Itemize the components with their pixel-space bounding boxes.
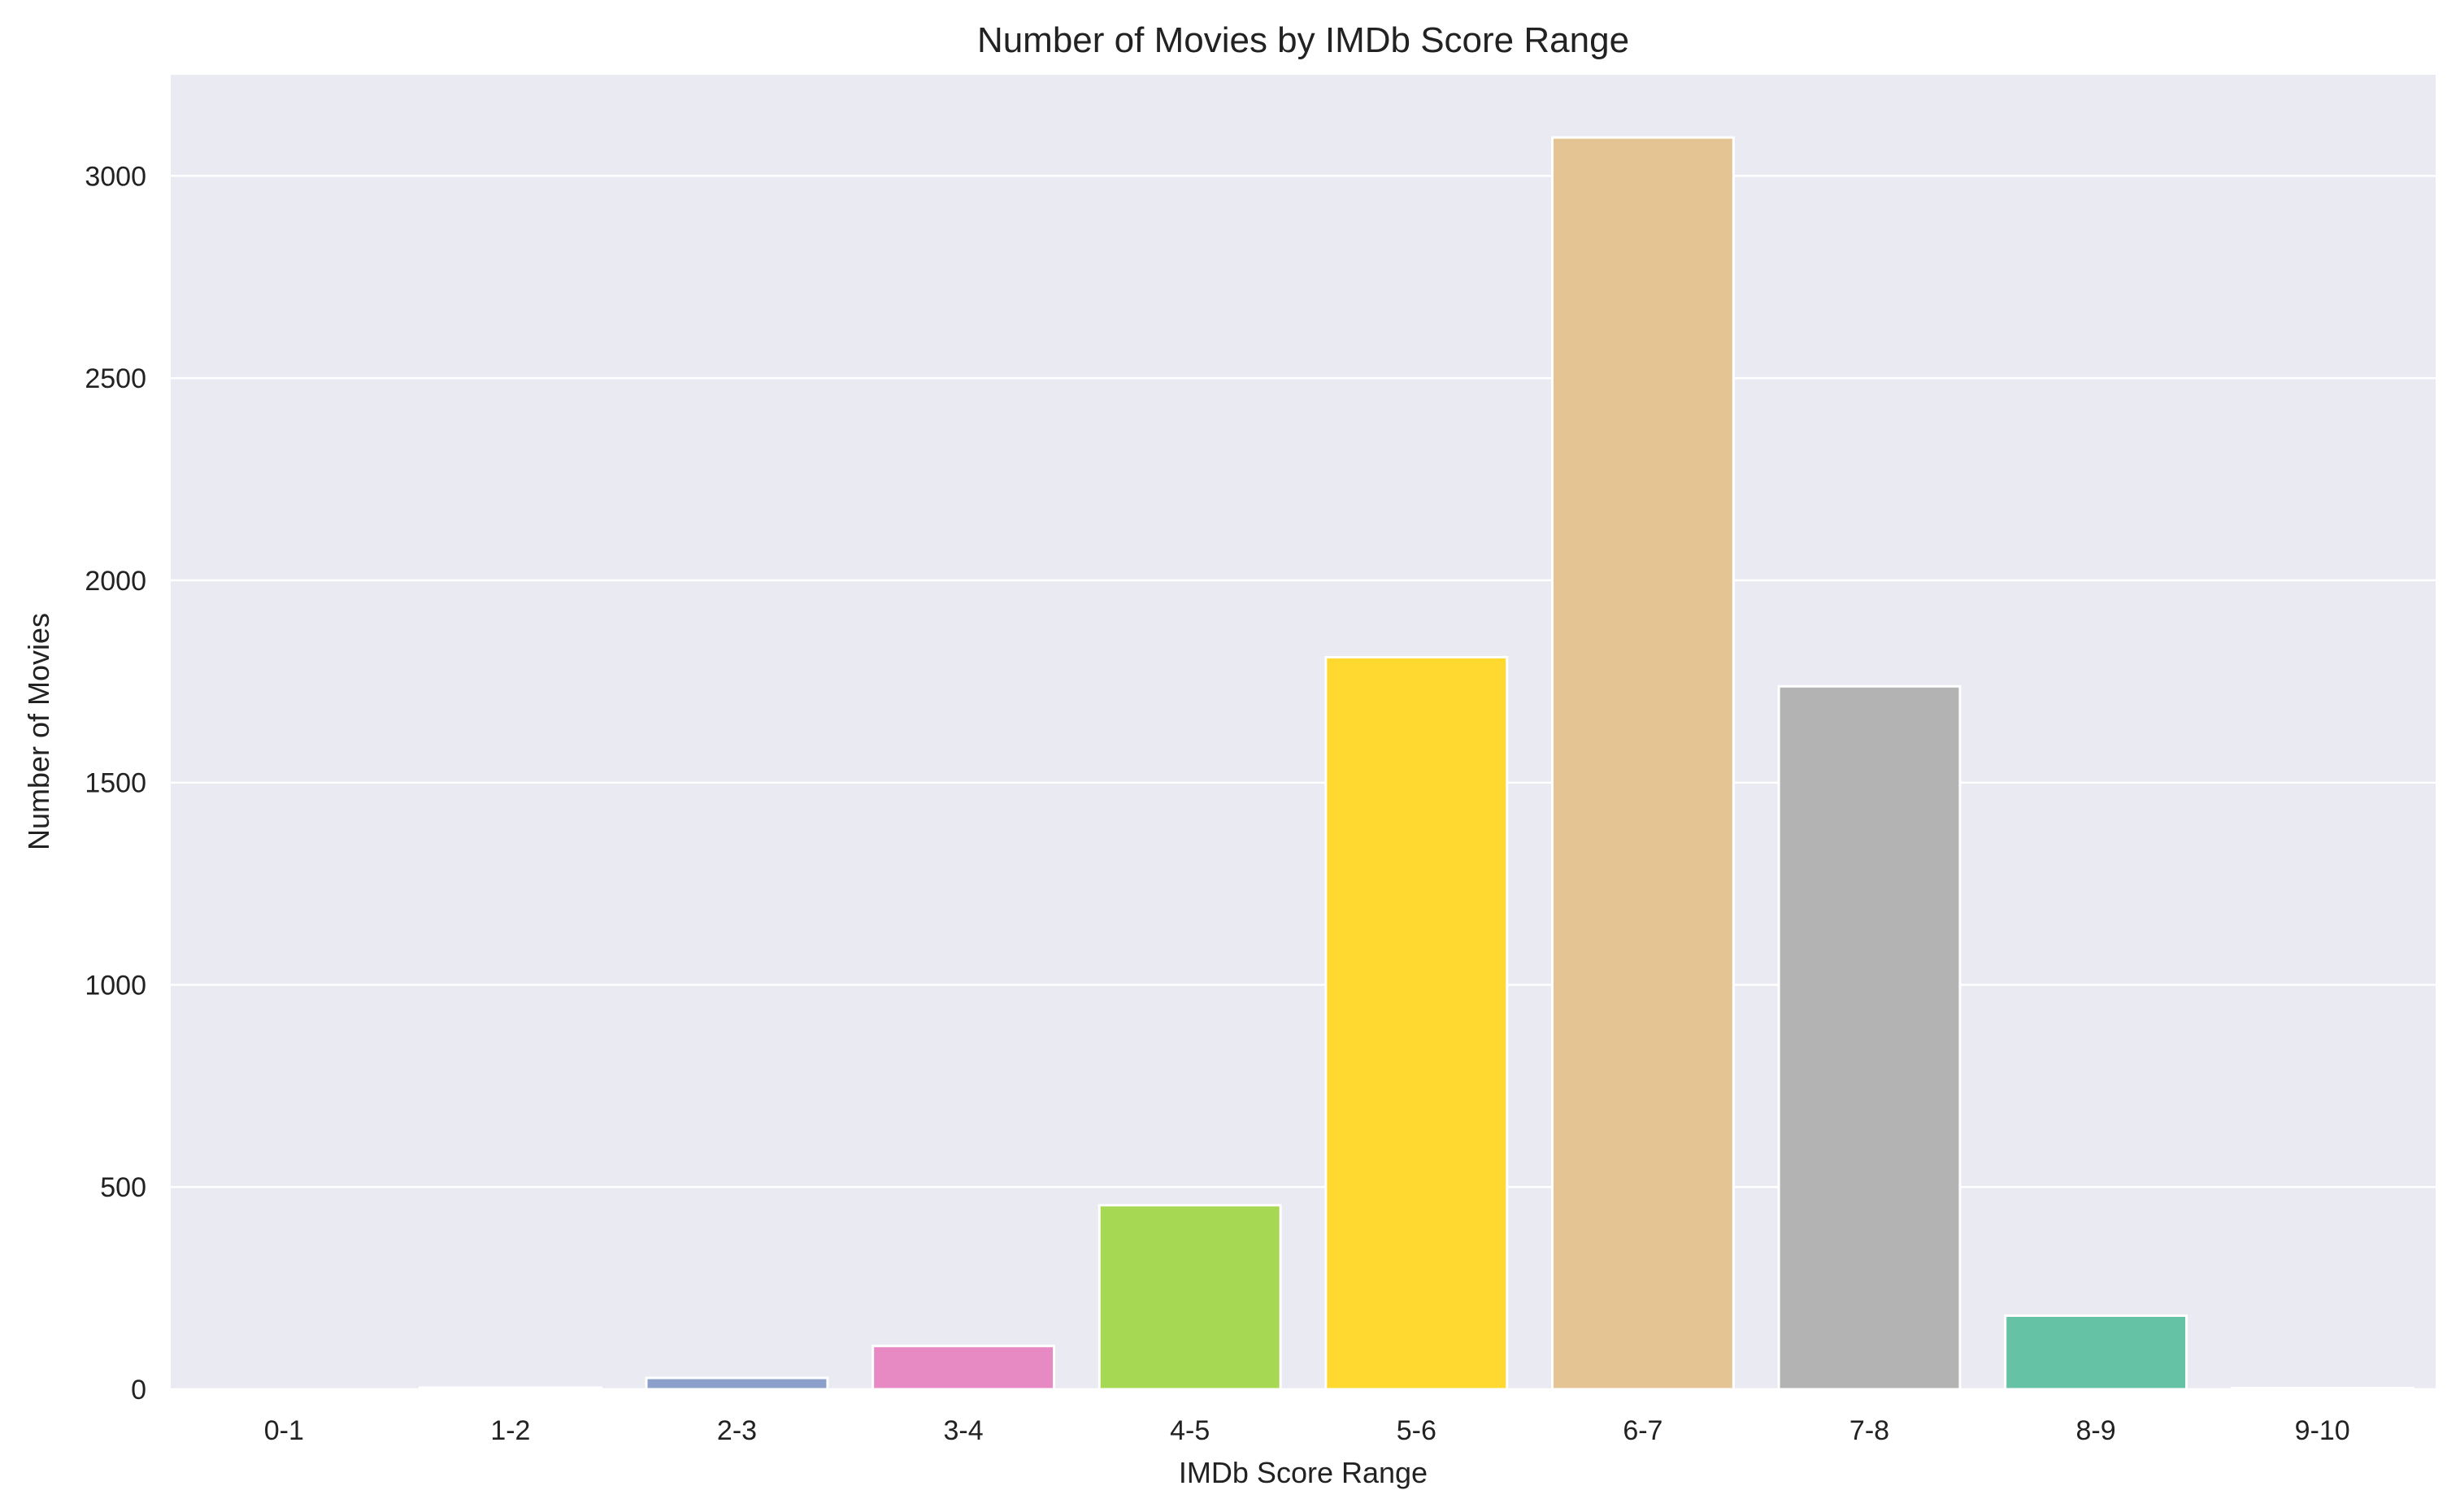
bar-5-6 bbox=[1324, 655, 1509, 1391]
y-axis-label: Number of Movies bbox=[22, 613, 55, 850]
bar-1-2 bbox=[418, 1386, 602, 1391]
gridlines bbox=[171, 175, 2436, 1391]
bar-2-3 bbox=[645, 1376, 829, 1391]
y-tick-label: 1500 bbox=[85, 768, 146, 799]
y-tick-label: 0 bbox=[131, 1375, 146, 1406]
x-tick-label: 4-5 bbox=[1170, 1415, 1210, 1446]
bar-6-7 bbox=[1550, 136, 1735, 1391]
x-tick-label: 8-9 bbox=[2076, 1415, 2116, 1446]
y-tick-label: 3000 bbox=[85, 161, 146, 192]
x-tick-label: 1-2 bbox=[490, 1415, 530, 1446]
y-axis-ticks: 0 500 1000 1500 2000 2500 3000 bbox=[85, 161, 146, 1406]
bar-4-5 bbox=[1097, 1204, 1282, 1391]
x-tick-label: 7-8 bbox=[1849, 1415, 1889, 1446]
bars bbox=[418, 136, 2414, 1391]
x-tick-label: 9-10 bbox=[2295, 1415, 2350, 1446]
x-tick-label: 3-4 bbox=[944, 1415, 984, 1446]
chart-title: Number of Movies by IMDb Score Range bbox=[977, 20, 1629, 60]
bar-3-4 bbox=[871, 1345, 1056, 1391]
bar-8-9 bbox=[2004, 1314, 2188, 1391]
y-tick-label: 500 bbox=[100, 1172, 146, 1203]
y-tick-label: 1000 bbox=[85, 970, 146, 1001]
x-tick-label: 0-1 bbox=[264, 1415, 304, 1446]
y-tick-label: 2000 bbox=[85, 566, 146, 597]
x-tick-label: 6-7 bbox=[1623, 1415, 1662, 1446]
bar-7-8 bbox=[1777, 684, 1962, 1391]
x-axis-label: IMDb Score Range bbox=[1179, 1456, 1428, 1489]
x-tick-label: 2-3 bbox=[717, 1415, 757, 1446]
y-tick-label: 2500 bbox=[85, 363, 146, 394]
x-tick-label: 5-6 bbox=[1397, 1415, 1436, 1446]
plot-area bbox=[171, 75, 2436, 1389]
bar-9-10 bbox=[2230, 1387, 2414, 1391]
x-axis-ticks: 0-1 1-2 2-3 3-4 4-5 5-6 6-7 7-8 8-9 9-10 bbox=[264, 1415, 2350, 1446]
